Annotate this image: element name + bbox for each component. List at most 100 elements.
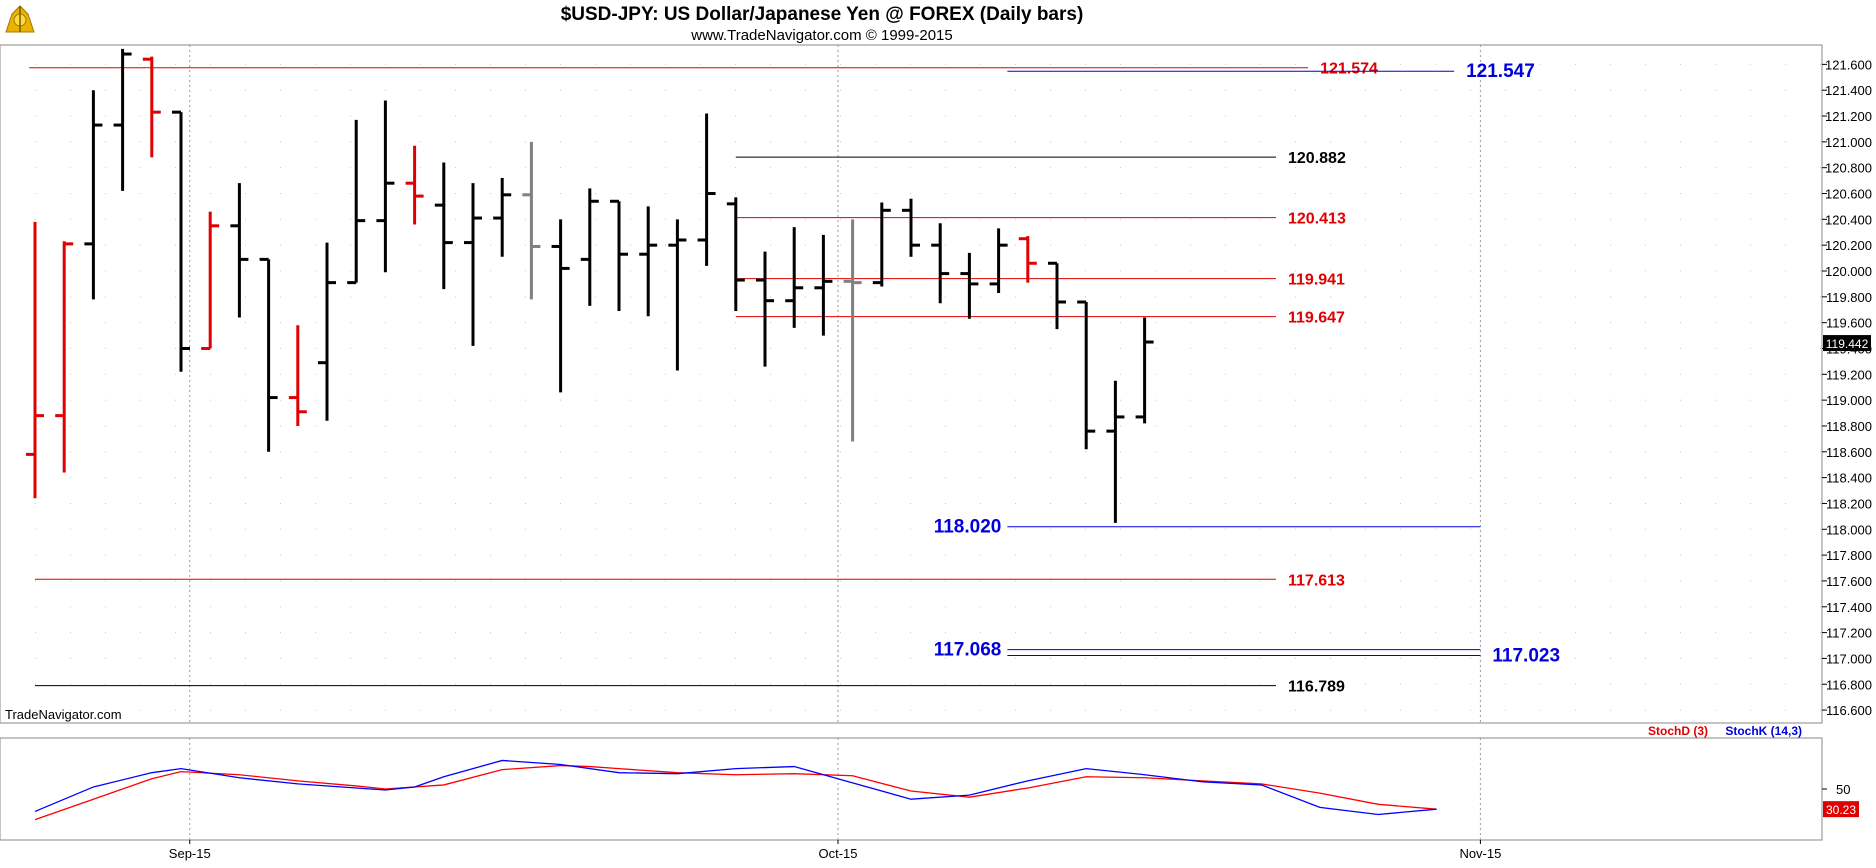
stochastic-lines [34, 759, 1437, 821]
ohlc-bar [960, 252, 979, 319]
watermark-text: TradeNavigator.com [5, 707, 122, 722]
price-tick-label: 118.400 [1826, 471, 1872, 486]
ohlc-bar [843, 219, 862, 442]
level-label: 121.574 [1320, 61, 1378, 78]
last-price-label: 119.442 [1826, 337, 1869, 351]
price-tick-label: 119.000 [1826, 393, 1872, 408]
price-tick-label: 121.000 [1825, 135, 1872, 150]
price-tick-label: 118.800 [1826, 419, 1872, 434]
level-label: 116.789 [1288, 679, 1345, 696]
ohlc-bar [639, 206, 658, 317]
level-label: 121.547 [1466, 61, 1535, 82]
ohlc-bar [989, 228, 1008, 293]
ohlc-bar [668, 219, 687, 371]
level-label: 118.020 [934, 517, 1002, 538]
ohlc-bar [464, 183, 482, 346]
price-tick-label: 119.200 [1826, 367, 1872, 382]
chart-title: $USD-JPY: US Dollar/Japanese Yen @ FOREX… [561, 4, 1084, 25]
price-panel-frame [0, 44, 1823, 724]
stochastic-panel-frame [0, 737, 1823, 841]
price-tick-label: 119.600 [1826, 316, 1872, 331]
date-tick-label: Oct-15 [818, 846, 857, 861]
date-tick-label: Nov-15 [1459, 846, 1501, 861]
price-tick-label: 117.600 [1826, 574, 1872, 589]
stochastic-last-label: 30.23 [1826, 803, 1856, 817]
ohlc-bars [26, 48, 1154, 523]
price-tick-label: 118.200 [1826, 496, 1872, 511]
ohlc-bar [347, 119, 366, 285]
ohlc-bar [1048, 261, 1066, 330]
ohlc-bar [580, 188, 599, 306]
level-label: 120.413 [1288, 211, 1346, 228]
legend-stochd: StochD (3) [1648, 724, 1708, 738]
stochastic-tick-label: 50 [1836, 782, 1850, 797]
ohlc-bar [318, 242, 336, 421]
stochk-line [34, 759, 1437, 816]
price-tick-label: 117.800 [1826, 548, 1872, 563]
legend-stochk: StochK (14,3) [1725, 724, 1802, 738]
ohlc-bar [902, 198, 920, 257]
ohlc-bar [726, 197, 745, 312]
ohlc-bar [376, 100, 395, 273]
ohlc-bar [259, 257, 278, 452]
ohlc-bar [814, 234, 833, 336]
last-price-marker [1823, 335, 1871, 352]
chart-subtitle: www.TradeNavigator.com © 1999-2015 [690, 27, 952, 44]
ohlc-bar [288, 325, 307, 426]
price-tick-label: 118.600 [1826, 445, 1872, 460]
price-tick-label: 121.400 [1825, 83, 1872, 98]
price-tick-label: 120.200 [1825, 238, 1872, 253]
ohlc-bar [931, 223, 950, 304]
stochastic-date-gridlines [189, 738, 1481, 840]
price-grid [0, 63, 1822, 711]
price-axis: 116.600 116.800 117.000 117.200 117.400 117.6… [1821, 45, 1872, 723]
ohlc-bar [26, 221, 44, 499]
ohlc-bar [1018, 236, 1037, 283]
price-tick-label: 118.000 [1826, 522, 1872, 537]
stochd-line [34, 764, 1437, 821]
ohlc-bar [872, 202, 891, 287]
ohlc-bar [405, 145, 424, 225]
price-tick-label: 120.600 [1825, 187, 1872, 202]
ohlc-bar [55, 241, 74, 473]
ohlc-bar [785, 227, 804, 328]
ohlc-bar [434, 162, 453, 290]
ohlc-bar [1135, 317, 1154, 424]
level-label: 120.882 [1288, 150, 1346, 167]
date-axis: Sep-15 Oct-15 Nov-15 [169, 840, 1501, 861]
stochastic-axis: 50 30.23 [1821, 738, 1859, 840]
price-tick-label: 121.600 [1825, 57, 1872, 72]
sextant-logo-icon [2, 2, 38, 36]
stochastic-last-marker [1823, 801, 1859, 818]
ohlc-bar [84, 90, 103, 300]
price-tick-label: 116.600 [1826, 703, 1872, 718]
price-tick-label: 116.800 [1826, 677, 1872, 692]
ohlc-bar [493, 178, 512, 257]
ohlc-bar [230, 183, 249, 318]
level-label: 117.068 [934, 640, 1002, 661]
level-label: 119.647 [1288, 310, 1345, 327]
level-label: 117.023 [1492, 645, 1560, 666]
ohlc-bar [142, 56, 161, 158]
price-tick-label: 121.200 [1825, 109, 1872, 124]
price-tick-label: 117.200 [1826, 626, 1872, 641]
ohlc-bar [1077, 300, 1096, 450]
level-label: 117.613 [1288, 572, 1345, 589]
ohlc-bar [113, 48, 132, 191]
price-tick-label: 119.800 [1826, 290, 1872, 305]
ohlc-bar [172, 110, 190, 372]
ohlc-bar [551, 219, 570, 393]
date-gridlines [189, 45, 1481, 723]
ohlc-bar [201, 211, 220, 350]
price-tick-label: 120.800 [1825, 161, 1872, 176]
support-resistance-levels: 121.574 121.547 120.882 120.413 119.941 119.6… [29, 61, 1560, 696]
ohlc-bar [522, 141, 541, 300]
date-tick-label: Sep-15 [169, 846, 211, 861]
ohlc-bar [697, 113, 716, 266]
price-panel: 121.574 121.547 120.882 120.413 119.941 119.6… [0, 44, 1872, 724]
ohlc-bar [610, 199, 628, 312]
level-label: 119.941 [1288, 272, 1345, 289]
stochastic-panel: 50 30.23 StochD (3) StochK (14,3) [0, 724, 1859, 841]
